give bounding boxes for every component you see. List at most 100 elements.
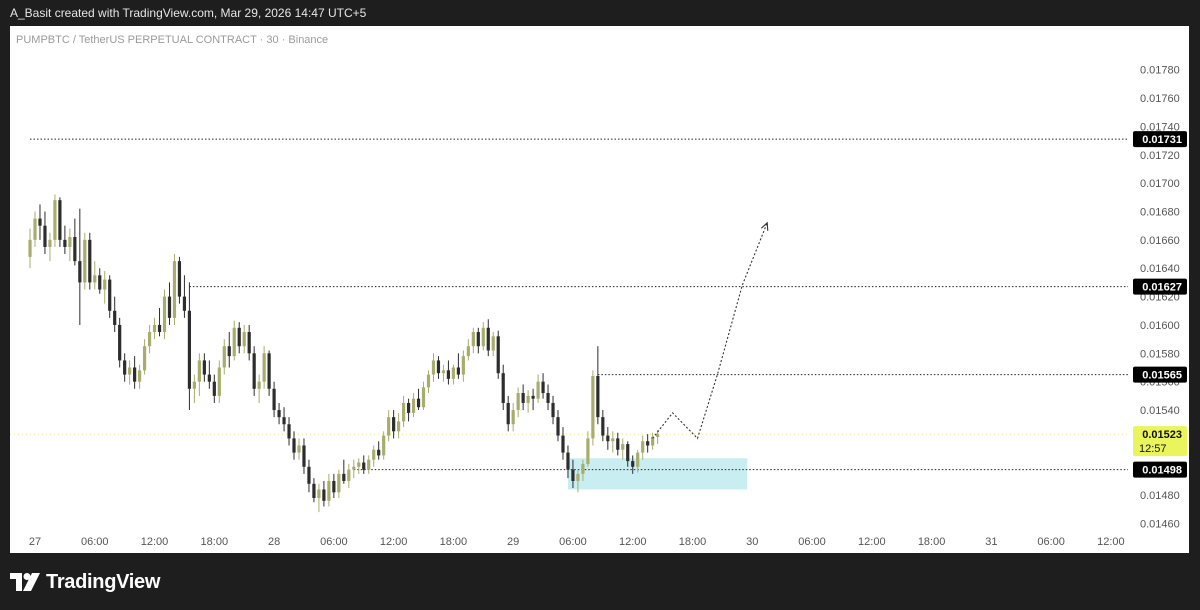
candle-up: [142, 346, 147, 371]
x-tick-label: 12:00: [858, 536, 886, 548]
candle-down: [133, 367, 137, 382]
tradingview-logo-icon: [10, 573, 40, 591]
candle-up: [217, 367, 221, 396]
x-tick-label: 27: [29, 536, 41, 548]
candle-down: [187, 310, 192, 389]
price-level-badge: [1133, 131, 1187, 148]
candle-down: [252, 353, 256, 389]
candle-down: [277, 410, 281, 418]
candle-down: [646, 441, 650, 446]
x-tick-label: 18:00: [918, 536, 946, 548]
price-level-label: 0.01627: [1142, 282, 1182, 294]
y-tick-label: 0.01480: [1140, 490, 1180, 502]
tradingview-logo[interactable]: TradingView: [10, 570, 160, 594]
candle-up: [387, 417, 391, 436]
x-tick-label: 12:00: [619, 536, 647, 548]
y-tick-label: 0.01760: [1140, 93, 1180, 105]
candle-up: [152, 324, 157, 333]
candle-down: [307, 466, 311, 484]
candle-down: [456, 367, 460, 375]
candle-down: [287, 424, 291, 439]
candle-up: [611, 438, 615, 442]
candle-down: [606, 435, 610, 442]
x-tick-label: 18:00: [679, 536, 707, 548]
candle-up: [367, 459, 371, 470]
price-level-badge: [1133, 278, 1187, 295]
candle-up: [162, 296, 167, 333]
candle-up: [83, 239, 87, 283]
candle-down: [78, 261, 82, 283]
candle-up: [382, 435, 386, 456]
candle-down: [571, 469, 575, 481]
candle-up: [411, 398, 416, 413]
candle-up: [481, 327, 485, 347]
candle-down: [272, 388, 276, 411]
candle-down: [406, 402, 411, 413]
candle-up: [536, 381, 540, 399]
x-tick-label: 31: [985, 536, 997, 548]
x-tick-label: 06:00: [320, 536, 348, 548]
candle-down: [416, 398, 421, 408]
candle-up: [53, 200, 57, 240]
candle-down: [626, 444, 630, 462]
candle-up: [192, 381, 196, 389]
candle-down: [312, 483, 316, 498]
candle-down: [177, 261, 182, 297]
candle-up: [491, 336, 495, 351]
candle-down: [237, 327, 241, 347]
projection-path: [652, 222, 768, 440]
x-tick-label: 18:00: [440, 536, 468, 548]
candle-up: [591, 376, 595, 439]
candle-up: [222, 346, 226, 368]
candle-up: [656, 434, 660, 437]
y-tick-label: 0.01640: [1140, 263, 1180, 275]
price-chart[interactable]: 0.01780 0.01760 0.01740 0.01720 0.01700 0.016…: [10, 26, 1189, 553]
candle-up: [441, 370, 446, 374]
chart-panel[interactable]: 0.01780 0.01760 0.01740 0.01720 0.01700 0.016…: [10, 26, 1189, 553]
candle-up: [511, 410, 515, 425]
x-tick-label: 06:00: [81, 536, 109, 548]
candle-up: [297, 445, 301, 453]
candle-down: [58, 200, 62, 240]
candle-down: [182, 296, 187, 311]
demand-zone-layer: [567, 458, 748, 490]
candle-up: [586, 438, 590, 464]
countdown-label: 12:57: [1139, 443, 1167, 455]
x-tick-label: 30: [746, 536, 758, 548]
candle-down: [98, 275, 102, 290]
x-tick-label: 29: [507, 536, 519, 548]
candle-up: [461, 356, 465, 375]
price-level-badge: [1133, 366, 1187, 383]
candle-down: [227, 346, 231, 357]
last-price-label: 0.01523: [1142, 429, 1182, 441]
candle-down: [108, 279, 112, 311]
candle-down: [506, 402, 510, 425]
candle-down: [392, 417, 396, 432]
candle-up: [147, 332, 152, 347]
candle-up: [466, 346, 470, 357]
candle-down: [377, 449, 381, 456]
candle-down: [292, 438, 296, 453]
candle-up: [93, 275, 97, 283]
candle-down: [521, 393, 525, 403]
candle-up: [576, 473, 580, 481]
x-tick-label: 06:00: [1037, 536, 1065, 548]
candle-down: [302, 445, 306, 467]
candle-down: [566, 452, 570, 470]
candle-down: [247, 332, 251, 354]
candle-up: [28, 239, 32, 257]
candle-down: [63, 239, 67, 247]
candle-up: [317, 489, 321, 498]
candle-down: [202, 360, 206, 375]
y-tick-label: 0.01720: [1140, 150, 1180, 162]
tradingview-brand: TradingView: [46, 570, 161, 593]
price-level-label: 0.01498: [1142, 465, 1182, 477]
candle-up: [48, 239, 52, 247]
candle-up: [401, 402, 406, 422]
candle-down: [38, 218, 42, 226]
candle-up: [68, 237, 72, 247]
y-tick-label: 0.01600: [1140, 320, 1180, 332]
candle-up: [471, 332, 475, 347]
y-tick-label: 0.01540: [1140, 405, 1180, 417]
candle-down: [501, 373, 505, 403]
